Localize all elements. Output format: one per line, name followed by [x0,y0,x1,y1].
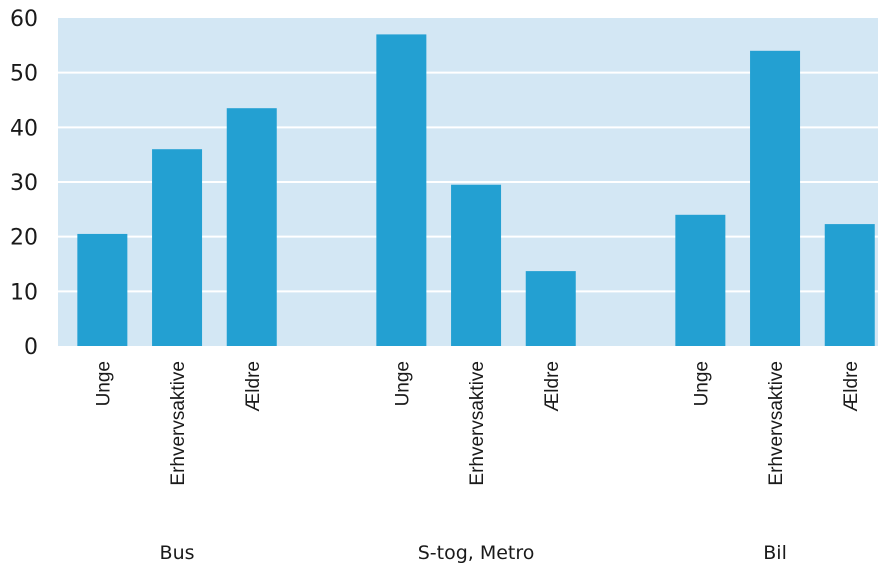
group-label: Bus [160,542,195,564]
x-tick-label: Ældre [243,361,264,412]
bar [824,224,875,346]
x-tick-label: Ældre [542,361,563,412]
y-tick-label: 0 [24,335,38,360]
x-axis: Unge Erhvervsaktive Ældre Bus Unge Erhvervsak… [93,361,861,564]
bar [675,214,726,346]
x-tick-label: Ældre [841,361,862,412]
y-tick-label: 30 [10,171,38,196]
x-tick-label: Unge [93,361,114,406]
y-tick-label: 40 [10,116,38,141]
group-label: Bil [763,542,787,564]
x-tick-label: Unge [691,361,712,406]
bar [525,271,576,346]
x-tick-label: Erhvervsaktive [168,361,189,486]
y-tick-label: 50 [10,62,38,87]
bars [77,34,875,347]
bar [451,184,502,346]
bar [77,233,128,346]
x-tick-label: Erhvervsaktive [766,361,787,486]
group-label: S-tog, Metro [418,542,535,564]
bar [226,108,277,346]
bar [152,149,203,346]
y-tick-label: 60 [10,7,38,32]
bar [376,34,427,347]
x-tick-label: Erhvervsaktive [467,361,488,486]
y-axis: 0 10 20 30 40 50 60 [10,7,38,360]
y-tick-label: 20 [10,226,38,251]
bar [750,50,801,347]
x-tick-label: Unge [392,361,413,406]
y-tick-label: 10 [10,280,38,305]
